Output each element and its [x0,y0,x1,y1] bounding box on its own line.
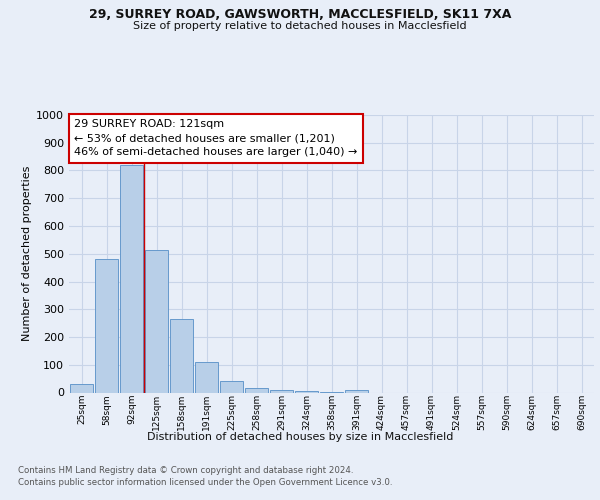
Text: Distribution of detached houses by size in Macclesfield: Distribution of detached houses by size … [147,432,453,442]
Text: Size of property relative to detached houses in Macclesfield: Size of property relative to detached ho… [133,21,467,31]
Bar [195,362,218,392]
Bar [295,391,318,392]
Bar [345,390,368,392]
Bar [220,382,243,392]
Bar [170,319,193,392]
Bar [120,165,143,392]
Bar [270,390,293,392]
Y-axis label: Number of detached properties: Number of detached properties [22,166,32,342]
Bar [245,388,268,392]
Bar [145,250,168,392]
Text: Contains HM Land Registry data © Crown copyright and database right 2024.: Contains HM Land Registry data © Crown c… [18,466,353,475]
Bar [70,384,93,392]
Text: Contains public sector information licensed under the Open Government Licence v3: Contains public sector information licen… [18,478,392,487]
Text: 29 SURREY ROAD: 121sqm
← 53% of detached houses are smaller (1,201)
46% of semi-: 29 SURREY ROAD: 121sqm ← 53% of detached… [74,119,358,157]
Bar [95,260,118,392]
Text: 29, SURREY ROAD, GAWSWORTH, MACCLESFIELD, SK11 7XA: 29, SURREY ROAD, GAWSWORTH, MACCLESFIELD… [89,8,511,20]
